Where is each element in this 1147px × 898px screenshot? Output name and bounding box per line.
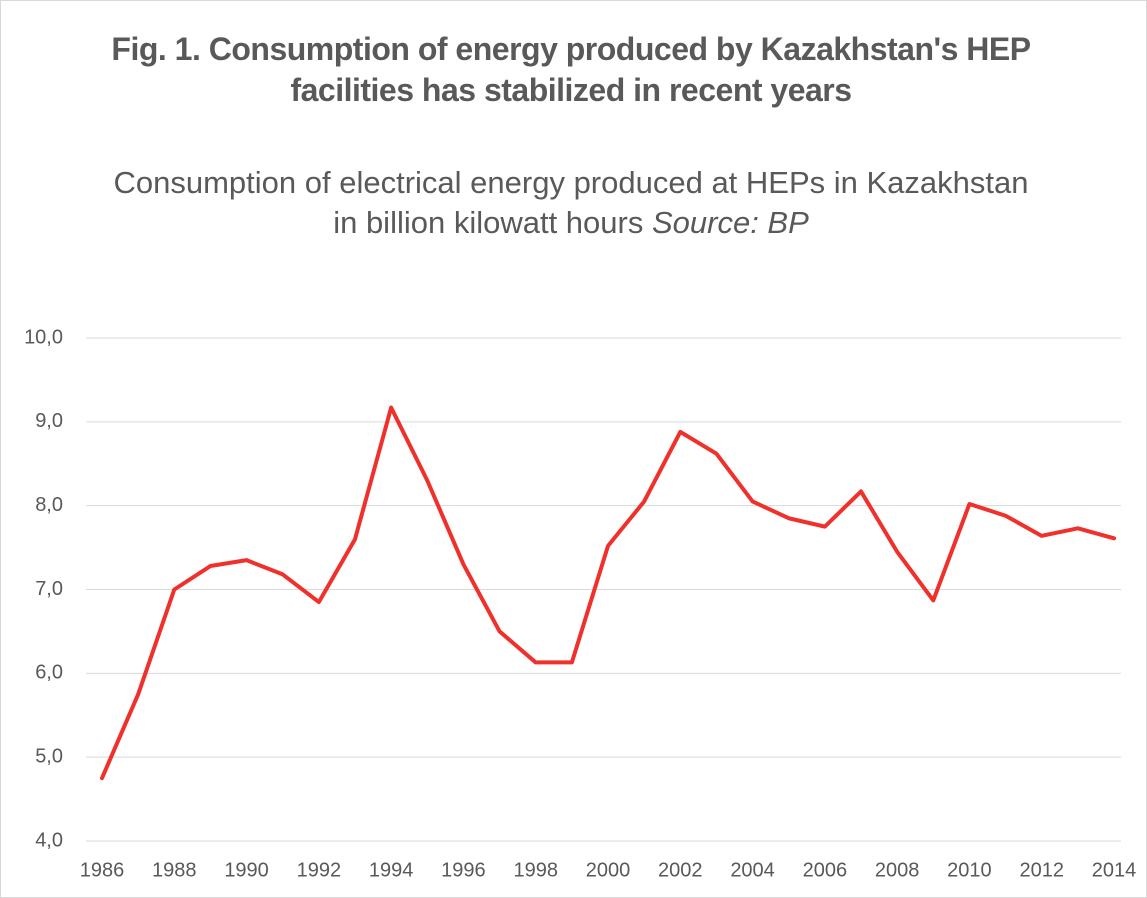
y-tick-label: 8,0 bbox=[35, 494, 63, 516]
x-tick-label: 2006 bbox=[803, 859, 848, 881]
x-tick-label: 2000 bbox=[586, 859, 631, 881]
x-tick-label: 1986 bbox=[80, 859, 125, 881]
y-tick-label: 6,0 bbox=[35, 662, 63, 684]
y-tick-label: 9,0 bbox=[35, 410, 63, 432]
x-tick-label: 1998 bbox=[513, 859, 558, 881]
y-tick-label: 4,0 bbox=[35, 829, 63, 851]
subtitle: Consumption of electrical energy produce… bbox=[113, 165, 1029, 240]
x-tick-label: 2004 bbox=[730, 859, 775, 881]
line bbox=[100, 405, 1116, 781]
source: Source: BP bbox=[651, 205, 809, 240]
x-tick-label: 1988 bbox=[152, 859, 197, 881]
x-tick-label: 1992 bbox=[297, 859, 342, 881]
y-tick-label: 5,0 bbox=[35, 745, 63, 767]
x-tick-label: 2014 bbox=[1092, 859, 1137, 881]
chart-title: Fig. 1. Consumption of energy produced b… bbox=[111, 31, 1031, 108]
x-tick-label: 2008 bbox=[875, 859, 920, 881]
x-tick-label: 1996 bbox=[441, 859, 486, 881]
x-tick-label: 1994 bbox=[369, 859, 414, 881]
y-tick-label: 10,0 bbox=[24, 326, 63, 348]
x-tick-label: 2010 bbox=[947, 859, 992, 881]
chart-subtitle: Consumption of electrical energy produce… bbox=[111, 163, 1031, 243]
x-tick-label: 1990 bbox=[224, 859, 269, 881]
x-tick-label: 2012 bbox=[1019, 859, 1064, 881]
y-tick-label: 7,0 bbox=[35, 578, 63, 600]
x-tick-label: 2002 bbox=[658, 859, 703, 881]
